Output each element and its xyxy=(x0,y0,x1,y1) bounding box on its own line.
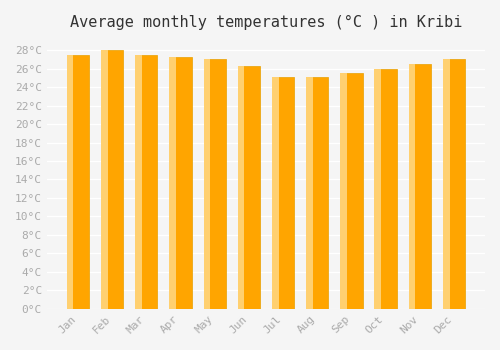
Bar xyxy=(340,73,362,309)
Title: Average monthly temperatures (°C ) in Kribi: Average monthly temperatures (°C ) in Kr… xyxy=(70,15,462,30)
Bar xyxy=(272,77,278,309)
Bar xyxy=(170,57,176,309)
Bar xyxy=(408,64,431,309)
Bar xyxy=(443,60,465,309)
Bar xyxy=(204,60,210,309)
Bar xyxy=(238,66,244,309)
Bar xyxy=(374,69,381,309)
Bar xyxy=(374,69,396,309)
Bar xyxy=(408,64,416,309)
Bar xyxy=(204,60,226,309)
Bar xyxy=(238,66,260,309)
Bar xyxy=(67,55,89,309)
Bar xyxy=(101,50,123,309)
Bar xyxy=(272,77,294,309)
Bar xyxy=(306,77,313,309)
Bar xyxy=(67,55,73,309)
Bar xyxy=(135,55,158,309)
Bar xyxy=(306,77,328,309)
Bar xyxy=(135,55,142,309)
Bar xyxy=(101,50,107,309)
Bar xyxy=(170,57,192,309)
Bar xyxy=(340,73,347,309)
Bar xyxy=(443,60,450,309)
